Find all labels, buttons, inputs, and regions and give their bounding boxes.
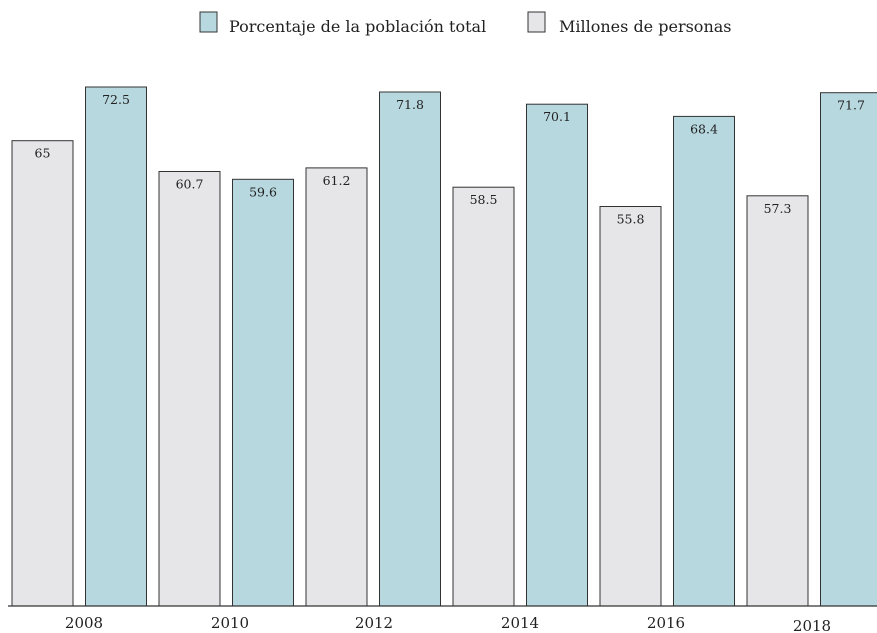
value-label-millones-de-personas-1: 60.7 bbox=[176, 177, 204, 192]
legend-label-porcentaje: Porcentaje de la población total bbox=[229, 17, 486, 36]
legend-label-millones: Millones de personas bbox=[559, 17, 732, 36]
value-label-millones-de-personas-0: 65 bbox=[35, 146, 51, 161]
bar-millones-de-personas-0 bbox=[11, 140, 74, 607]
bar-millones-de-personas-4 bbox=[599, 206, 662, 607]
value-labels-group: 65 72.5 60.7 59.6 61.2 71.8 58.5 70.1 55.8 68.4 57… bbox=[35, 92, 865, 227]
bar-porcentaje-de-la-poblacion-total-2 bbox=[379, 91, 441, 607]
value-label-porcentaje-de-la-poblacion-total-3: 70.1 bbox=[543, 109, 571, 124]
legend: Porcentaje de la población total Millone… bbox=[199, 11, 732, 36]
bar-millones-de-personas-3 bbox=[452, 186, 515, 607]
legend-swatch-porcentaje bbox=[199, 11, 218, 33]
x-tick-label-2016: 2016 bbox=[647, 614, 685, 632]
x-tick-labels-group: 2008 2010 2012 2014 2016 2018 bbox=[65, 614, 831, 633]
x-tick-label-2010: 2010 bbox=[211, 614, 249, 632]
value-label-porcentaje-de-la-poblacion-total-5: 71.7 bbox=[837, 98, 865, 113]
x-tick-label-2018: 2018 bbox=[793, 617, 831, 633]
value-label-millones-de-personas-4: 55.8 bbox=[617, 212, 645, 227]
value-label-millones-de-personas-5: 57.3 bbox=[764, 201, 792, 216]
x-tick-label-2012: 2012 bbox=[355, 614, 393, 632]
value-label-porcentaje-de-la-poblacion-total-4: 68.4 bbox=[690, 121, 718, 136]
bar-porcentaje-de-la-poblacion-total-3 bbox=[526, 103, 588, 607]
bar-millones-de-personas-5 bbox=[746, 195, 809, 607]
bar-porcentaje-de-la-poblacion-total-5 bbox=[820, 92, 877, 607]
x-tick-label-2008: 2008 bbox=[65, 614, 103, 632]
value-label-porcentaje-de-la-poblacion-total-0: 72.5 bbox=[102, 92, 130, 107]
bar-millones-de-personas-1 bbox=[158, 171, 221, 607]
value-label-porcentaje-de-la-poblacion-total-2: 71.8 bbox=[396, 97, 424, 112]
bars-group bbox=[11, 86, 877, 607]
value-label-porcentaje-de-la-poblacion-total-1: 59.6 bbox=[249, 184, 277, 199]
legend-swatch-millones bbox=[527, 11, 546, 33]
bar-porcentaje-de-la-poblacion-total-4 bbox=[673, 115, 735, 607]
value-label-millones-de-personas-2: 61.2 bbox=[323, 173, 351, 188]
value-label-millones-de-personas-3: 58.5 bbox=[470, 192, 498, 207]
bar-porcentaje-de-la-poblacion-total-1 bbox=[232, 178, 294, 607]
bar-millones-de-personas-2 bbox=[305, 167, 368, 607]
bar-porcentaje-de-la-poblacion-total-0 bbox=[85, 86, 147, 607]
x-tick-label-2014: 2014 bbox=[501, 614, 539, 632]
